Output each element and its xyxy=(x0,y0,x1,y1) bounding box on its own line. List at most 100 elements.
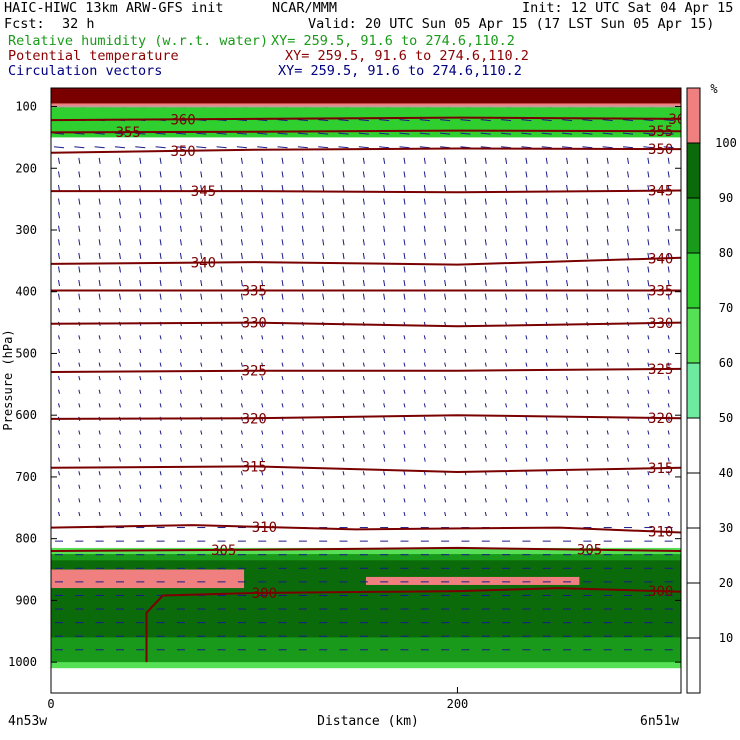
vector-arrow-252 xyxy=(627,198,630,205)
vector-arrow-274 xyxy=(423,212,426,219)
vector-arrow-99 xyxy=(114,146,126,149)
field-vector-name: Circulation vectors xyxy=(8,63,163,79)
vector-arrow-151 xyxy=(525,157,528,164)
vector-arrow-614 xyxy=(179,362,182,367)
vector-arrow-188 xyxy=(627,171,630,178)
vector-arrow-771 xyxy=(118,430,121,435)
vector-arrow-702 xyxy=(667,389,670,394)
vector-arrow-708 xyxy=(139,403,142,408)
vector-arrow-219 xyxy=(606,184,609,192)
vector-arrow-851 xyxy=(444,457,447,462)
vector-arrow-681 xyxy=(240,389,243,394)
vector-arrow-963 xyxy=(118,511,121,517)
vector-arrow-354 xyxy=(98,252,101,260)
vector-arrow-343 xyxy=(525,239,528,246)
vector-arrow-139 xyxy=(281,157,284,164)
vector-arrow-627 xyxy=(444,362,447,367)
vector-arrow-366 xyxy=(342,252,345,260)
vector-arrow-495 xyxy=(362,308,365,313)
vector-arrow-408 xyxy=(545,266,548,273)
vector-arrow-845 xyxy=(322,457,325,462)
colorbar-label-40: 40 xyxy=(719,466,733,480)
vector-arrow-777 xyxy=(240,430,243,435)
vector-arrow-202 xyxy=(261,184,264,192)
vector-arrow-615 xyxy=(200,362,203,367)
vector-arrow-111 xyxy=(358,146,369,149)
vector-arrow-109 xyxy=(318,146,329,149)
vector-arrow-578 xyxy=(98,348,101,354)
vector-arrow-198 xyxy=(179,184,182,192)
vector-arrow-818 xyxy=(423,443,426,449)
vector-arrow-445 xyxy=(647,279,650,287)
theta-contour-325 xyxy=(51,367,681,373)
y-tick-label-700: 700 xyxy=(15,470,37,484)
vector-arrow-782 xyxy=(342,430,345,435)
vector-arrow-131 xyxy=(118,157,121,164)
vector-arrow-141 xyxy=(322,157,325,164)
vector-arrow-581 xyxy=(159,348,162,354)
vector-arrow-973 xyxy=(322,511,325,517)
vector-arrow-787 xyxy=(444,430,447,435)
vector-arrow-780 xyxy=(301,430,304,435)
vector-arrow-806 xyxy=(179,443,182,449)
vector-arrow-913 xyxy=(403,484,406,489)
vector-arrow-646 xyxy=(179,376,182,381)
vector-arrow-642 xyxy=(98,376,101,381)
vector-arrow-459 xyxy=(281,293,284,300)
vector-arrow-176 xyxy=(383,171,386,178)
vector-arrow-640 xyxy=(58,376,60,381)
vector-arrow-937 xyxy=(240,498,243,503)
vector-arrow-208 xyxy=(383,184,386,192)
vector-arrow-276 xyxy=(464,212,467,219)
vector-arrow-700 xyxy=(627,389,630,394)
vector-arrow-867 xyxy=(118,471,121,476)
vector-arrow-890 xyxy=(586,471,589,476)
vector-arrow-241 xyxy=(403,198,406,205)
vector-arrow-394 xyxy=(261,266,264,273)
vector-arrow-507 xyxy=(606,308,609,313)
vector-arrow-66 xyxy=(94,132,105,135)
vector-arrow-361 xyxy=(240,252,243,260)
theta-label-360-0: 360 xyxy=(170,112,195,128)
vector-arrow-323 xyxy=(118,239,121,246)
theta-label-350-0: 350 xyxy=(170,144,195,160)
colorbar-label-60: 60 xyxy=(719,356,733,370)
vector-arrow-371 xyxy=(444,252,447,260)
vector-arrow-65 xyxy=(74,132,85,135)
upper-boundary-band xyxy=(51,88,681,104)
vector-arrow-209 xyxy=(403,184,406,192)
vector-arrow-919 xyxy=(525,484,528,489)
x-start-location: 4n53w xyxy=(8,714,47,729)
vector-arrow-872 xyxy=(220,471,223,476)
vector-arrow-827 xyxy=(606,443,609,449)
vector-arrow-486 xyxy=(179,308,182,313)
vector-arrow-599 xyxy=(525,348,528,354)
vector-arrow-438 xyxy=(505,279,508,287)
vector-arrow-807 xyxy=(200,443,203,449)
vector-arrow-398 xyxy=(342,266,345,273)
vector-arrow-166 xyxy=(179,171,182,178)
vector-arrow-600 xyxy=(545,348,548,354)
vector-arrow-914 xyxy=(423,484,426,489)
vector-arrow-634 xyxy=(586,362,589,367)
vector-arrow-547 xyxy=(118,335,121,340)
vector-arrow-143 xyxy=(362,157,365,164)
vector-arrow-133 xyxy=(159,157,162,164)
vector-arrow-171 xyxy=(281,171,284,178)
vector-arrow-331 xyxy=(281,239,284,246)
vector-arrow-691 xyxy=(444,389,447,394)
vector-arrow-752 xyxy=(383,416,386,422)
vector-arrow-234 xyxy=(261,198,264,205)
vector-arrow-182 xyxy=(505,171,508,178)
vector-arrow-633 xyxy=(566,362,569,367)
colorbar-bin-6 xyxy=(687,88,700,143)
vector-arrow-769 xyxy=(78,430,81,435)
vector-arrow-975 xyxy=(362,511,365,517)
y-tick-label-900: 900 xyxy=(15,593,37,607)
vector-arrow-92 xyxy=(622,132,634,135)
vector-arrow-230 xyxy=(179,198,182,205)
vector-arrow-130 xyxy=(98,157,101,164)
vector-arrow-510 xyxy=(667,308,670,313)
vector-arrow-713 xyxy=(240,403,243,408)
vector-arrow-819 xyxy=(444,443,447,449)
